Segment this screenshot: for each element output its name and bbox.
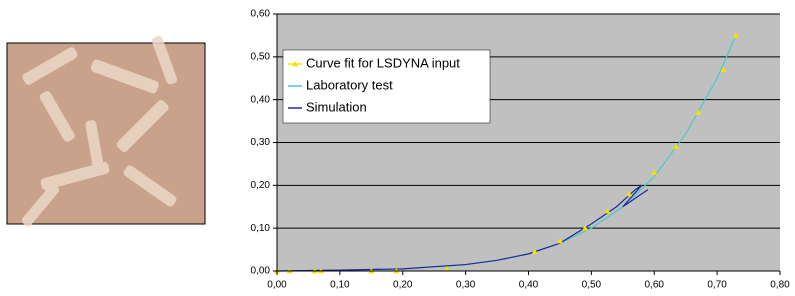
- x-tick-label: 0,80: [770, 280, 790, 291]
- y-tick-label: 0,20: [251, 180, 271, 191]
- x-tick-label: 0,10: [330, 280, 350, 291]
- y-tick-label: 0,30: [251, 137, 271, 148]
- y-tick-label: 0,10: [251, 223, 271, 234]
- legend-label: Curve fit for LSDYNA input: [306, 55, 460, 70]
- x-tick-label: 0,50: [582, 280, 602, 291]
- x-tick-label: 0,20: [393, 280, 413, 291]
- x-tick-label: 0,70: [707, 280, 727, 291]
- y-tick-label: 0,60: [251, 9, 271, 20]
- x-tick-label: 0,00: [267, 280, 287, 291]
- x-tick-label: 0,30: [456, 280, 476, 291]
- photo: [7, 35, 205, 228]
- x-tick-label: 0,40: [519, 280, 539, 291]
- page: 0,00 0,10 0,20 0,30 0,40 0,50 0,60 0,00 0,10 0,20…: [0, 0, 795, 296]
- legend-label: Simulation: [306, 99, 367, 114]
- y-tick-label: 0,50: [251, 51, 271, 62]
- y-tick-label: 0,00: [251, 266, 271, 277]
- x-tick-label: 0,60: [645, 280, 665, 291]
- y-tick-label: 0,40: [251, 94, 271, 105]
- legend-label: Laboratory test: [306, 77, 393, 92]
